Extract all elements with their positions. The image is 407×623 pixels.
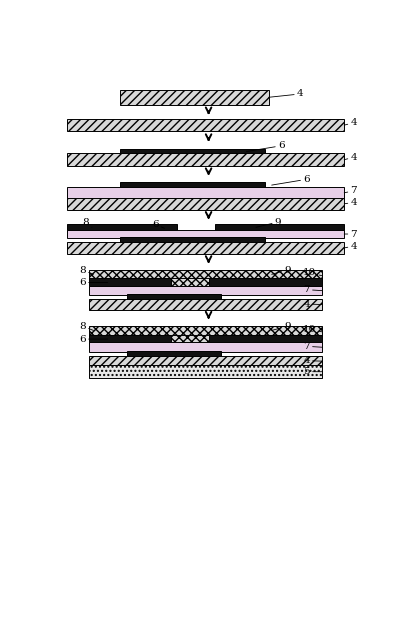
Bar — [67, 230, 344, 239]
Bar — [208, 278, 322, 287]
Text: 10: 10 — [303, 269, 322, 277]
Bar — [67, 119, 344, 131]
Text: 7: 7 — [344, 229, 357, 239]
Bar — [171, 278, 208, 287]
Text: 4: 4 — [344, 198, 357, 207]
Bar — [67, 153, 344, 166]
Text: 9: 9 — [272, 265, 291, 275]
Text: 7: 7 — [344, 186, 357, 196]
Bar — [171, 335, 208, 343]
Bar — [89, 335, 171, 343]
Text: 4: 4 — [344, 153, 357, 162]
Text: 6: 6 — [272, 175, 310, 185]
Text: 8: 8 — [79, 321, 94, 331]
Text: 9: 9 — [272, 321, 291, 331]
Bar — [127, 351, 221, 357]
Text: 10: 10 — [303, 325, 322, 333]
Text: 5: 5 — [303, 367, 322, 376]
Bar — [89, 286, 322, 295]
Bar — [89, 356, 322, 366]
Bar — [120, 182, 265, 189]
Bar — [67, 197, 344, 210]
Bar — [120, 237, 265, 244]
Text: 4: 4 — [344, 242, 357, 250]
Text: 4: 4 — [344, 118, 357, 127]
Bar — [127, 294, 221, 300]
Bar — [89, 270, 322, 279]
Text: 4: 4 — [269, 90, 304, 98]
Text: 7: 7 — [303, 285, 322, 294]
Bar — [208, 335, 322, 343]
Bar — [89, 326, 322, 336]
Bar — [215, 224, 344, 231]
Bar — [89, 343, 322, 352]
Bar — [120, 90, 269, 105]
Bar — [120, 149, 265, 155]
Bar — [89, 366, 322, 378]
Text: 7: 7 — [303, 342, 322, 351]
Text: 6: 6 — [152, 220, 164, 229]
Text: 4: 4 — [303, 300, 322, 308]
Bar — [89, 299, 322, 310]
Text: 6: 6 — [247, 141, 284, 151]
Text: 6: 6 — [79, 278, 107, 287]
Text: 6: 6 — [79, 335, 107, 343]
Bar — [67, 224, 177, 231]
Text: 8: 8 — [79, 265, 94, 275]
Text: 4: 4 — [303, 356, 322, 365]
Text: 8: 8 — [82, 217, 92, 227]
Text: 9: 9 — [256, 217, 282, 227]
Bar — [67, 187, 344, 199]
Bar — [67, 242, 344, 254]
Bar — [89, 278, 171, 287]
